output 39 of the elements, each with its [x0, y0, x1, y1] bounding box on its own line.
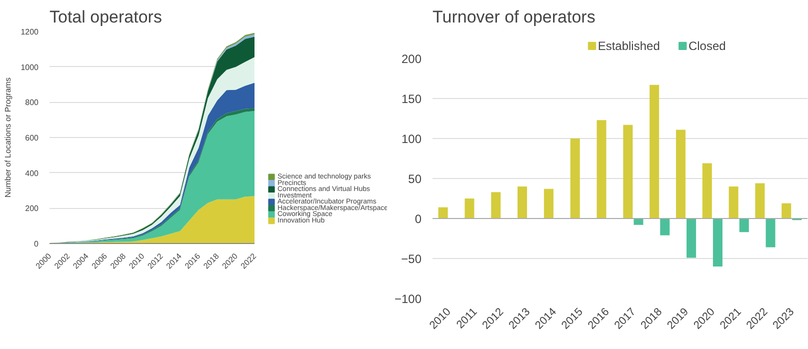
- bar: [491, 192, 501, 218]
- bar: [755, 183, 765, 218]
- chart-title: Total operators: [50, 8, 162, 26]
- y-tick-label: 150: [401, 92, 422, 106]
- y-tick-label: −100: [394, 292, 422, 306]
- y-tick-label: 200: [401, 52, 422, 66]
- bar: [650, 84, 660, 218]
- y-tick-label: 1000: [20, 62, 40, 72]
- y-tick-label: 0: [414, 212, 422, 226]
- bar: [570, 138, 580, 218]
- bar: [676, 130, 686, 218]
- bar: [634, 218, 644, 225]
- y-tick-label: 50: [408, 172, 422, 186]
- bar: [702, 163, 712, 218]
- bar: [712, 218, 722, 266]
- legend-label: Established: [598, 38, 660, 53]
- bar: [464, 198, 474, 218]
- bar: [438, 207, 448, 218]
- y-tick-label: 600: [25, 134, 40, 142]
- y-tick-label: 1200: [20, 28, 40, 36]
- bar: [739, 218, 749, 232]
- y-tick-label: 100: [401, 132, 422, 146]
- legend-label: Closed: [688, 38, 726, 53]
- y-tick-label: 0: [34, 240, 40, 248]
- bar: [518, 186, 528, 218]
- y-tick-label: 400: [25, 168, 40, 178]
- bar: [623, 124, 633, 218]
- bar: [544, 188, 554, 218]
- y-axis-title: Number of Locations or Programs: [4, 77, 13, 198]
- y-tick-label: −50: [401, 252, 422, 266]
- bar: [686, 218, 696, 258]
- bar: [660, 218, 670, 236]
- bar: [766, 218, 776, 248]
- bar: [596, 120, 606, 218]
- y-tick-label: 200: [25, 204, 40, 214]
- bar: [728, 186, 738, 218]
- bar: [782, 203, 792, 218]
- y-tick-label: 800: [25, 98, 40, 108]
- chart-title: Turnover of operators: [432, 8, 596, 26]
